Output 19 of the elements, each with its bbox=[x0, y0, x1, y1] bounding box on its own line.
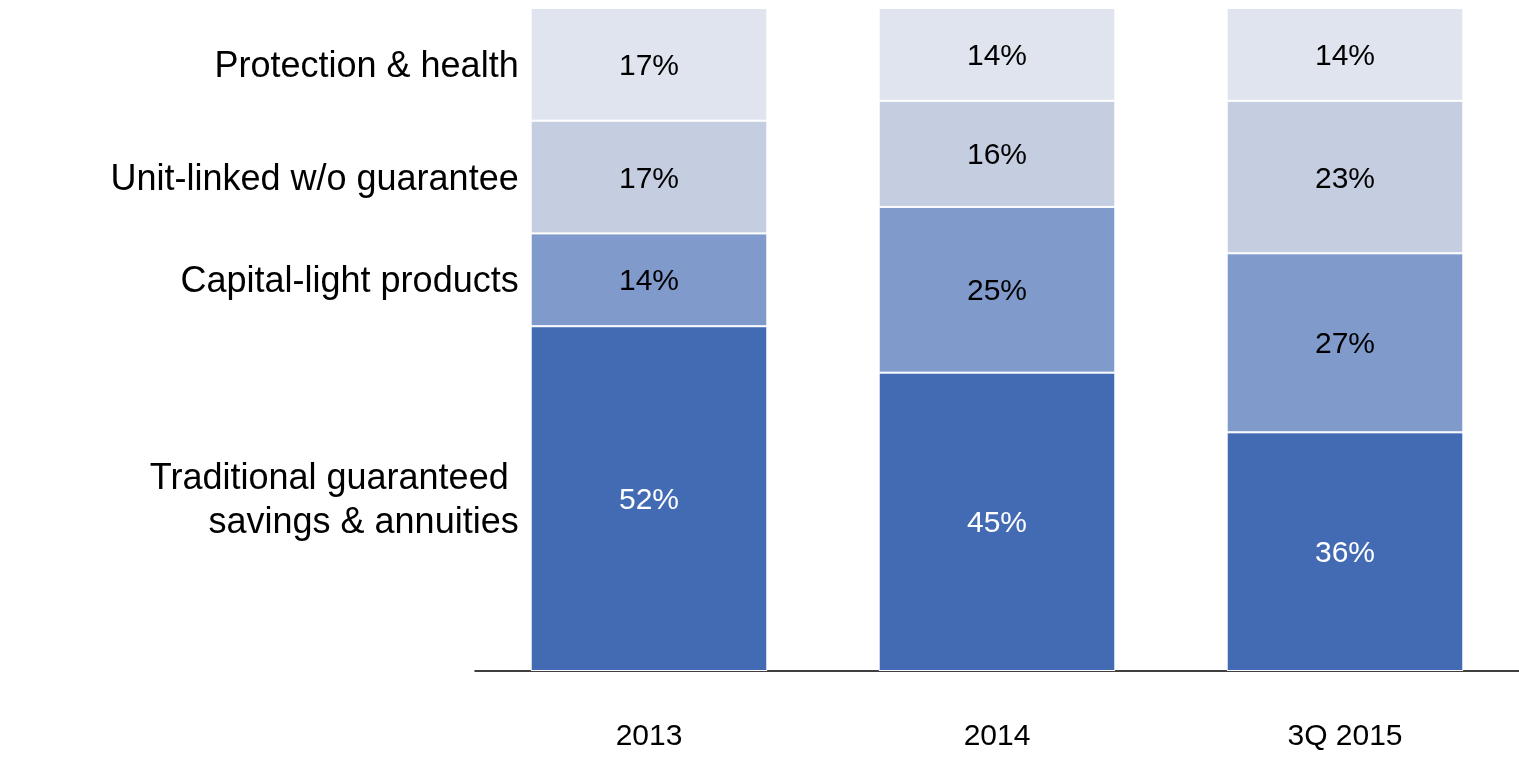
data-label: 14% bbox=[966, 37, 1028, 71]
data-label: 52% bbox=[618, 482, 680, 516]
data-label: 25% bbox=[966, 273, 1028, 307]
data-label: 36% bbox=[1314, 535, 1376, 569]
x-tick-label: 2014 bbox=[963, 717, 1031, 751]
data-label: 16% bbox=[966, 137, 1028, 171]
series-label: Capital-light products bbox=[180, 259, 519, 301]
x-tick-label: 2013 bbox=[615, 717, 683, 751]
x-tick-label: 3Q 2015 bbox=[1287, 717, 1403, 751]
data-label: 14% bbox=[1314, 37, 1376, 71]
data-label: 17% bbox=[618, 160, 680, 194]
data-label: 23% bbox=[1314, 160, 1376, 194]
data-label: 27% bbox=[1314, 326, 1376, 360]
data-label: 45% bbox=[966, 505, 1028, 539]
data-label: 17% bbox=[618, 47, 680, 81]
series-label: Protection & health bbox=[214, 43, 519, 85]
data-label: 14% bbox=[618, 263, 680, 297]
series-label: Traditional guaranteed savings & annuities bbox=[149, 456, 519, 542]
series-label: Unit-linked w/o guarantee bbox=[110, 156, 519, 198]
